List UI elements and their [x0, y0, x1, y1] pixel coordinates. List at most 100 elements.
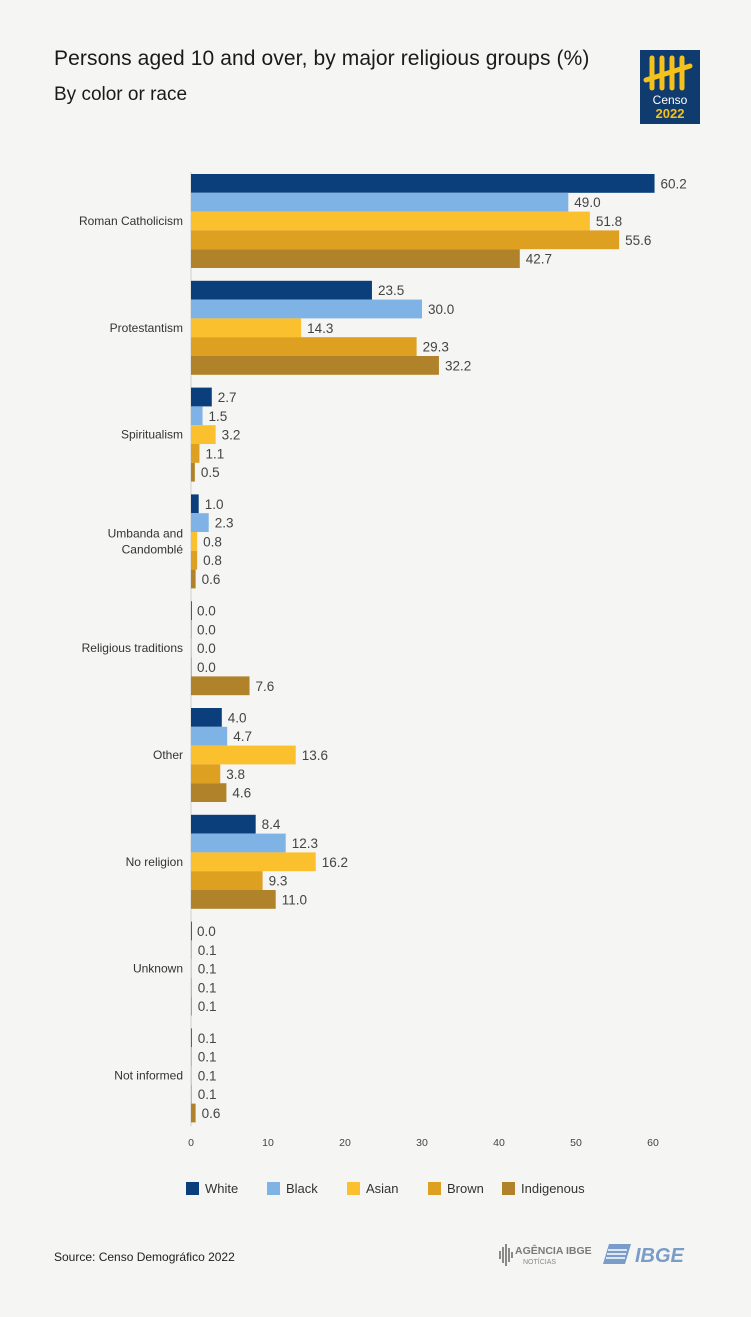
category-label: Umbanda and Candomblé	[108, 526, 184, 556]
data-label: 0.0	[197, 924, 216, 939]
bar	[191, 1084, 192, 1104]
data-label: 49.0	[574, 195, 600, 210]
bar	[191, 890, 276, 909]
bar	[191, 871, 263, 890]
category-label: Roman Catholicism	[79, 214, 183, 228]
x-tick-label: 20	[339, 1137, 351, 1149]
data-label: 23.5	[378, 283, 404, 298]
bar	[191, 638, 192, 658]
bar	[191, 814, 256, 834]
legend-label: Asian	[366, 1180, 399, 1196]
bar	[191, 280, 372, 300]
bar	[191, 852, 316, 872]
legend-swatch	[267, 1181, 280, 1195]
data-label: 3.2	[222, 428, 241, 443]
data-label: 0.5	[201, 465, 220, 480]
bar	[191, 657, 192, 677]
data-label: 0.0	[197, 604, 216, 619]
chart-subtitle: By color or race	[54, 84, 188, 105]
legend-item: Indigenous	[502, 1178, 585, 1198]
data-label: 55.6	[625, 233, 651, 248]
bar	[191, 921, 192, 941]
bar	[191, 764, 221, 784]
bar	[191, 1028, 192, 1048]
bar	[191, 676, 250, 696]
bar	[191, 569, 196, 589]
data-label: 4.0	[228, 710, 247, 725]
bar	[191, 387, 212, 407]
bar	[191, 299, 422, 319]
legend: White Black Asian Brown Indigenous	[0, 1178, 751, 1198]
category-label: Unknown	[133, 962, 183, 976]
x-tick-label: 40	[493, 1137, 505, 1149]
data-label: 4.6	[232, 786, 251, 801]
data-label: 1.5	[209, 409, 228, 424]
bar	[191, 996, 192, 1016]
x-tick-label: 30	[416, 1137, 428, 1149]
legend-label: Brown	[447, 1180, 484, 1196]
data-label: 9.3	[269, 874, 288, 889]
data-label: 0.1	[198, 1050, 217, 1065]
data-label: 0.1	[198, 1068, 217, 1083]
data-label: 0.8	[203, 534, 222, 549]
category-label: Spiritualism	[121, 428, 183, 442]
bar	[191, 726, 228, 746]
data-label: 8.4	[262, 817, 281, 832]
data-label: 12.3	[292, 836, 318, 851]
data-label: 16.2	[322, 855, 348, 870]
bar	[191, 708, 222, 727]
category-label: Religious traditions	[82, 641, 183, 655]
bar	[191, 425, 216, 444]
bar	[191, 444, 200, 463]
agencia-ibge-logo: AGÊNCIA IBGE NOTÍCIAS	[499, 1244, 592, 1266]
category-label: No religion	[126, 855, 183, 869]
data-label: 0.1	[198, 999, 217, 1014]
legend-item: Black	[267, 1178, 318, 1198]
legend-item: White	[186, 1178, 238, 1198]
legend-item: Asian	[347, 1178, 399, 1198]
data-label: 2.3	[215, 516, 234, 531]
legend-swatch	[502, 1181, 515, 1195]
source-note: Source: Censo Demográfico 2022	[54, 1250, 235, 1264]
x-tick-label: 0	[188, 1137, 194, 1149]
bar	[191, 318, 302, 338]
bar	[191, 249, 520, 268]
data-label: 60.2	[661, 176, 687, 191]
data-label: 11.0	[282, 892, 307, 907]
bar	[191, 513, 209, 532]
category-label: Not informed	[114, 1068, 183, 1082]
legend-label: White	[205, 1180, 239, 1196]
bar	[191, 620, 192, 639]
ibge-logo: IBGE	[603, 1244, 685, 1267]
censo-year: 2022	[656, 106, 685, 121]
data-label: 0.6	[202, 572, 221, 587]
bar	[191, 462, 195, 482]
chart-title: Persons aged 10 and over, by major relig…	[54, 47, 590, 70]
data-label: 0.1	[198, 962, 217, 977]
data-label: 0.1	[198, 1087, 217, 1102]
data-label: 0.6	[202, 1106, 221, 1121]
data-label: 0.8	[203, 553, 222, 568]
bar	[191, 1103, 196, 1123]
data-label: 42.7	[526, 252, 552, 267]
bar	[191, 940, 192, 960]
x-tick-label: 50	[570, 1137, 582, 1149]
legend-swatch	[186, 1181, 199, 1195]
bar	[191, 174, 655, 193]
bar	[191, 192, 569, 212]
bar	[191, 230, 620, 250]
data-label: 30.0	[428, 302, 454, 317]
agencia-sub: NOTÍCIAS	[523, 1257, 556, 1266]
bar	[191, 550, 198, 570]
data-label: 51.8	[596, 214, 622, 229]
bar	[191, 745, 296, 765]
bar	[191, 532, 198, 551]
bar	[191, 833, 286, 853]
category-label: Protestantism	[110, 321, 183, 335]
data-label: 2.7	[218, 390, 237, 405]
bar	[191, 783, 227, 802]
bar	[191, 1066, 192, 1085]
data-label: 0.1	[198, 980, 217, 995]
data-label: 4.7	[233, 729, 252, 744]
category-label: Other	[153, 748, 183, 762]
